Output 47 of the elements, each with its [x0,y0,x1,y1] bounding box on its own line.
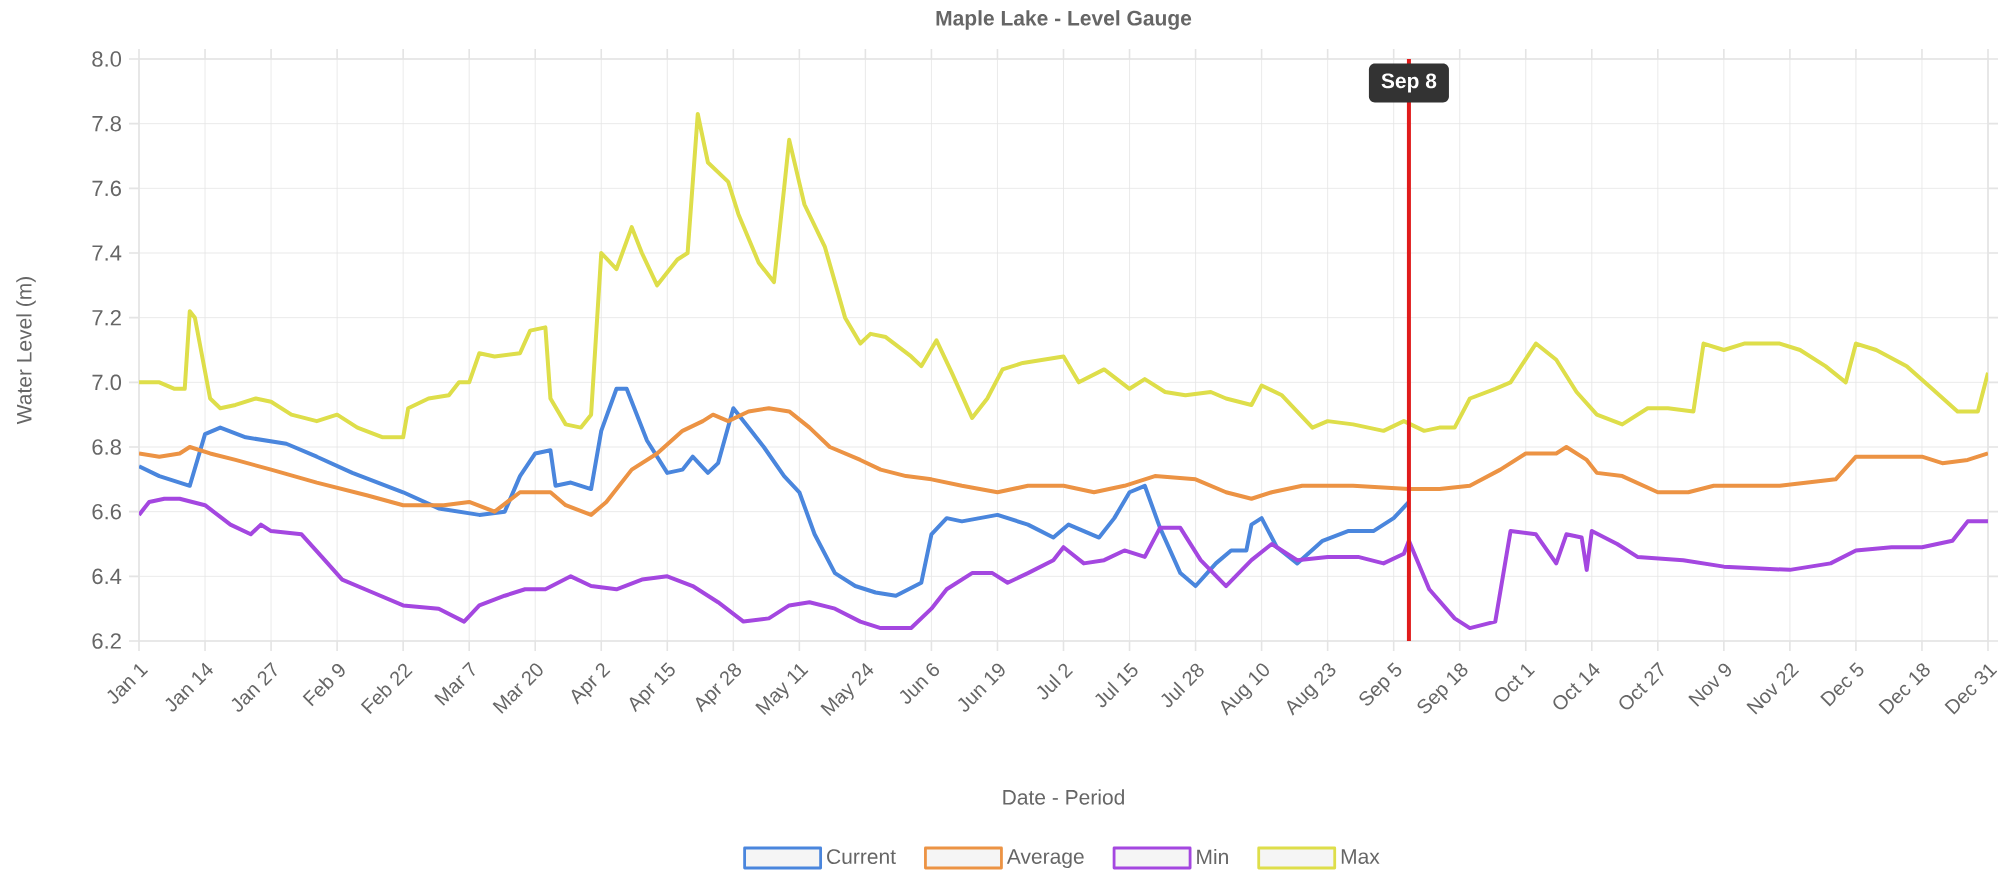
x-tick-label: Nov 9 [1688,663,1732,707]
x-tick-label: Nov 22 [1746,663,1800,715]
x-tick-label: Mar 7 [434,661,475,706]
y-tick-label: 6.6 [92,503,121,520]
x-axis-title: Date - Period [1003,789,1124,805]
x-tick-label: Dec 18 [1878,663,1930,715]
y-axis-title: Water Level (m) [16,277,36,425]
legend-label: Max [1341,849,1380,864]
x-tick-label: Jan 1 [107,664,149,704]
y-tick-label: 7.6 [92,180,121,197]
y-tick-label: 6.2 [92,633,121,649]
y-tick-label: 8.0 [92,51,122,67]
x-tick-label: Apr 28 [695,663,742,713]
x-tick-label: Jul 15 [1095,662,1138,708]
x-tick-label: Dec 31 [1944,664,1998,715]
y-tick-label: 7.4 [92,245,122,261]
x-tick-label: Apr 2 [571,663,611,705]
x-tick-label: Jul 28 [1161,663,1204,708]
x-tick-label: Jan 27 [231,661,277,712]
x-tick-label: Dec 5 [1820,662,1864,707]
y-tick-label: 6.8 [92,439,121,455]
x-tick-label: Sep 18 [1417,663,1468,714]
legend-label: Min [1197,848,1228,865]
x-tick-label: Jun 6 [899,663,940,704]
x-tick-label: May 11 [755,664,809,715]
x-tick-label: Jan 14 [165,662,213,712]
x-tick-label: Oct 14 [1553,662,1600,710]
y-tick-label: 6.4 [92,568,122,585]
x-tick-label: Mar 20 [492,663,543,714]
x-tick-label: Aug 10 [1220,663,1269,716]
x-tick-label: Jun 19 [958,663,1005,712]
x-tick-label: Oct 1 [1495,664,1535,702]
y-tick-label: 7.0 [92,374,122,391]
y-tick-label: 7.8 [92,115,121,132]
chart-title: Maple Lake - Level Gauge [936,10,1192,30]
x-tick-label: May 24 [820,662,874,717]
x-tick-label: Oct 27 [1619,661,1664,710]
x-tick-label: Feb 9 [302,664,345,707]
ref-line-label: Sep 8 [1381,73,1437,93]
x-tick-label: Feb 22 [360,663,413,715]
legend-label: Average [1006,849,1084,869]
x-tick-label: Jul 2 [1037,663,1074,700]
x-tick-label: Sep 5 [1359,662,1402,706]
y-tick-label: 7.2 [92,310,121,326]
x-tick-label: Apr 15 [629,662,675,713]
legend-label: Current [827,849,896,865]
x-tick-label: Aug 23 [1286,663,1336,716]
